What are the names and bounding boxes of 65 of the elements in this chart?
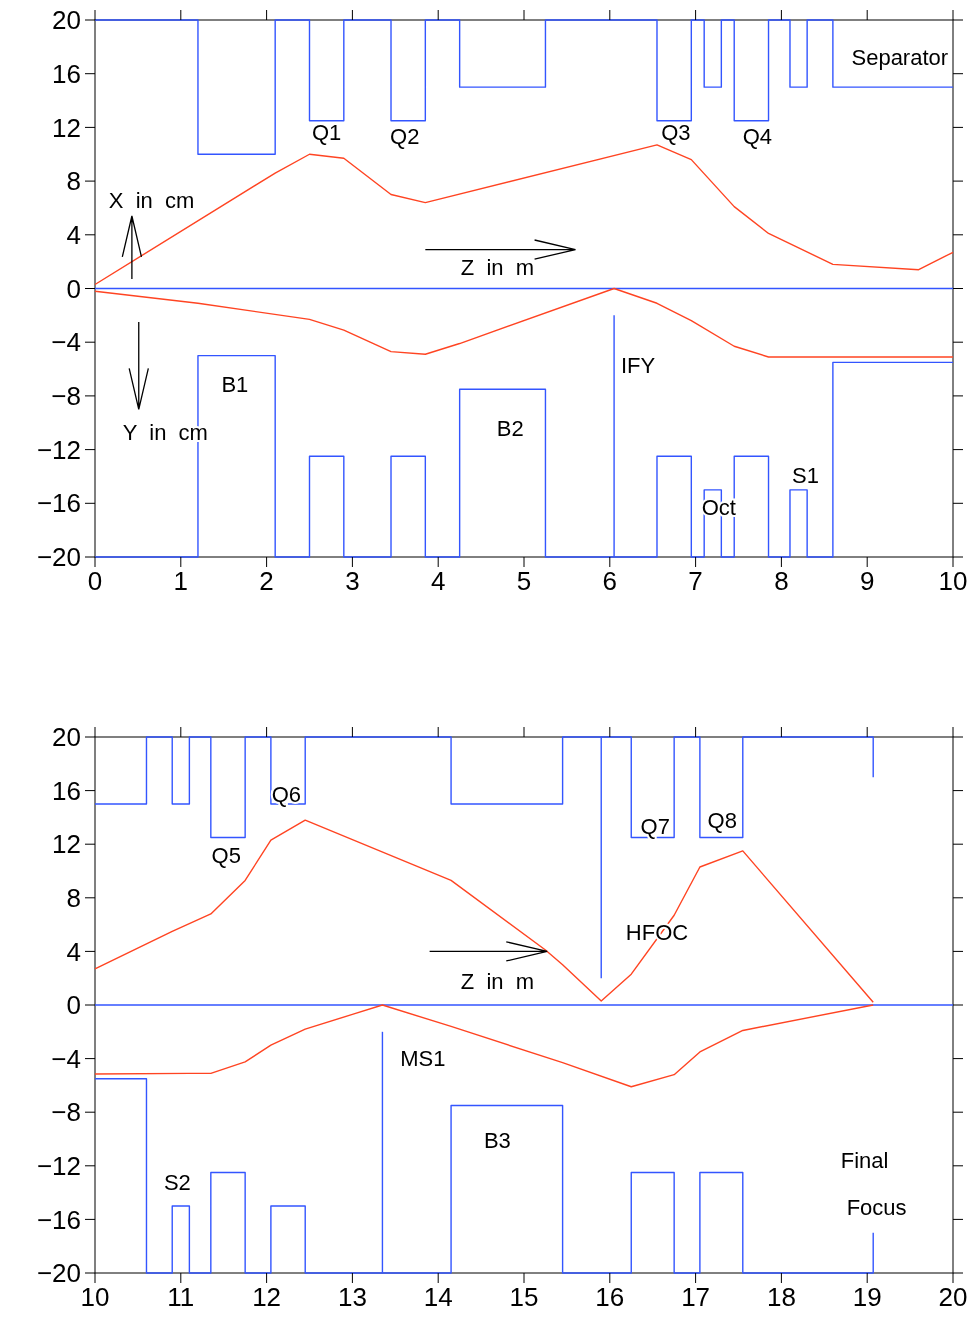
x-tick-label: 6 [602,566,618,596]
x-tick-label: 11 [167,1282,195,1312]
annotation: S2 [163,1169,191,1195]
y-tick-label: −16 [36,1204,81,1235]
y-tick-label: 0 [66,990,81,1021]
annotation: B2 [496,415,524,441]
y-tick-label: 4 [66,936,81,967]
x-tick-label: 3 [345,566,360,596]
y-tick-label: 8 [66,166,81,197]
annotation: Q5 [211,842,241,868]
x-tick-label: 9 [859,566,875,596]
annotation: IFY [621,352,656,378]
x-tick-label: 2 [259,566,274,596]
x-tick-label: 15 [509,1282,539,1312]
annotation: Q6 [271,782,302,808]
y-tick-label: −8 [51,1097,81,1128]
x-tick-label: 10 [938,566,968,596]
annotation: Q1 [311,120,342,146]
x-tick-label: 10 [80,1282,110,1312]
y-tick-label: 16 [52,775,81,806]
y-tick-label: 0 [66,273,81,304]
x-tick-label: 12 [252,1282,282,1312]
y-tick-label: 16 [52,58,81,89]
x-tick-label: 7 [688,566,703,596]
x-tick-label: 0 [87,566,103,596]
x-tick-label: 17 [681,1282,711,1312]
annotation: X in cm [108,187,195,213]
x-tick-label: 19 [852,1282,882,1312]
y-tick-label: −16 [36,488,81,519]
y-tick-label: 20 [52,5,81,36]
y-tick-label: −4 [51,1043,81,1074]
annotation: Focus [846,1195,907,1221]
annotation: S1 [791,462,819,488]
annotation: Q4 [742,124,773,150]
y-tick-label: −12 [36,434,81,465]
x-tick-label: 13 [337,1282,367,1312]
y-tick-label: −20 [36,1258,81,1289]
annotation: B3 [483,1128,511,1154]
y-tick-label: −12 [36,1150,81,1181]
y-tick-label: −4 [51,327,81,358]
annotation: B1 [221,371,249,397]
annotation: Separator [851,45,949,71]
x-tick-label: 18 [766,1282,796,1312]
y-tick-label: 20 [52,722,81,753]
x-tick-label: 20 [938,1282,968,1312]
y-tick-label: 12 [52,112,81,143]
annotation: Q2 [390,124,420,150]
x-tick-label: 14 [423,1282,453,1312]
y-tick-label: 8 [66,882,81,913]
y-tick-label: 4 [66,219,81,250]
y-tick-label: 12 [52,829,81,860]
annotation: Q3 [661,120,691,146]
x-tick-label: 4 [430,566,446,596]
x-tick-label: 5 [516,566,532,596]
annotation: Q8 [707,807,737,833]
annotation: Z in m [460,254,535,280]
y-tick-label: −20 [36,542,81,573]
annotation: Q7 [640,814,670,840]
x-tick-label: 1 [173,566,189,596]
annotation: Z in m [460,968,535,994]
x-tick-label: 16 [595,1282,625,1312]
y-tick-label: −8 [51,381,81,411]
annotation: MS1 [400,1046,446,1072]
x-tick-label: 8 [774,566,789,596]
annotation: Final [840,1148,889,1174]
